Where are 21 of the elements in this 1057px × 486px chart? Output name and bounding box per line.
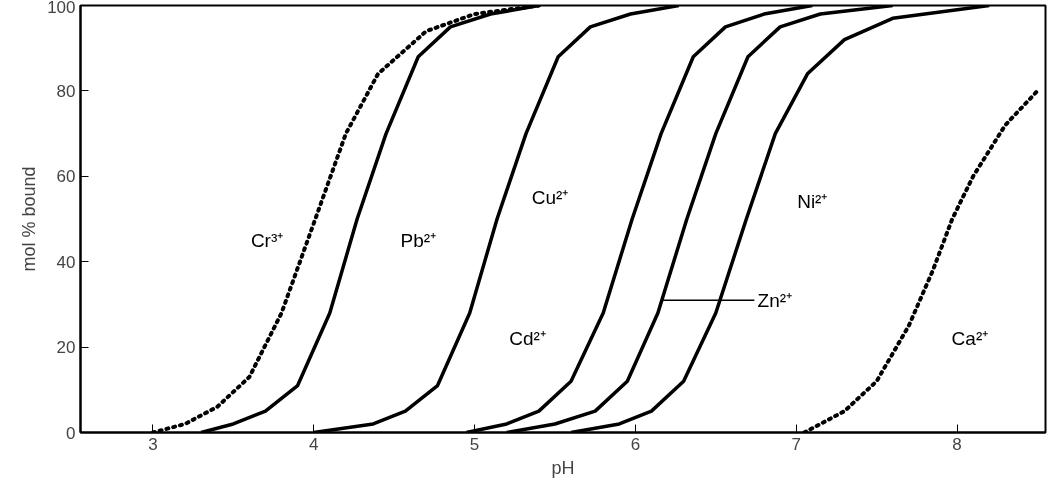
y-tick-label: 100 [47, 0, 76, 17]
legend-label: Zn²⁺ [757, 289, 793, 311]
text: Ca²⁺ [951, 328, 989, 350]
series-label: Cr³⁺ [250, 229, 284, 251]
x-tick-label: 4 [308, 434, 319, 454]
y-tick-label: 80 [56, 81, 76, 101]
x-tick-label: 5 [469, 434, 480, 454]
text: Pb²⁺ [400, 229, 437, 251]
y-tick-label: 20 [56, 338, 76, 358]
x-tick-label: 6 [630, 434, 641, 454]
x-axis-title: pH [551, 457, 575, 478]
y-tick-label: 40 [56, 252, 76, 272]
x-tick-label: 7 [791, 434, 801, 454]
y-tick-label: 0 [66, 423, 76, 443]
series-label: Cu²⁺ [531, 187, 569, 209]
y-axis-title: mol % bound [19, 166, 40, 272]
text: Ni²⁺ [797, 191, 828, 213]
x-tick-label: 8 [952, 434, 962, 454]
y-tick-label: 60 [56, 167, 76, 187]
series-label: Cd²⁺ [509, 328, 546, 350]
x-tick-label: 3 [148, 434, 158, 454]
